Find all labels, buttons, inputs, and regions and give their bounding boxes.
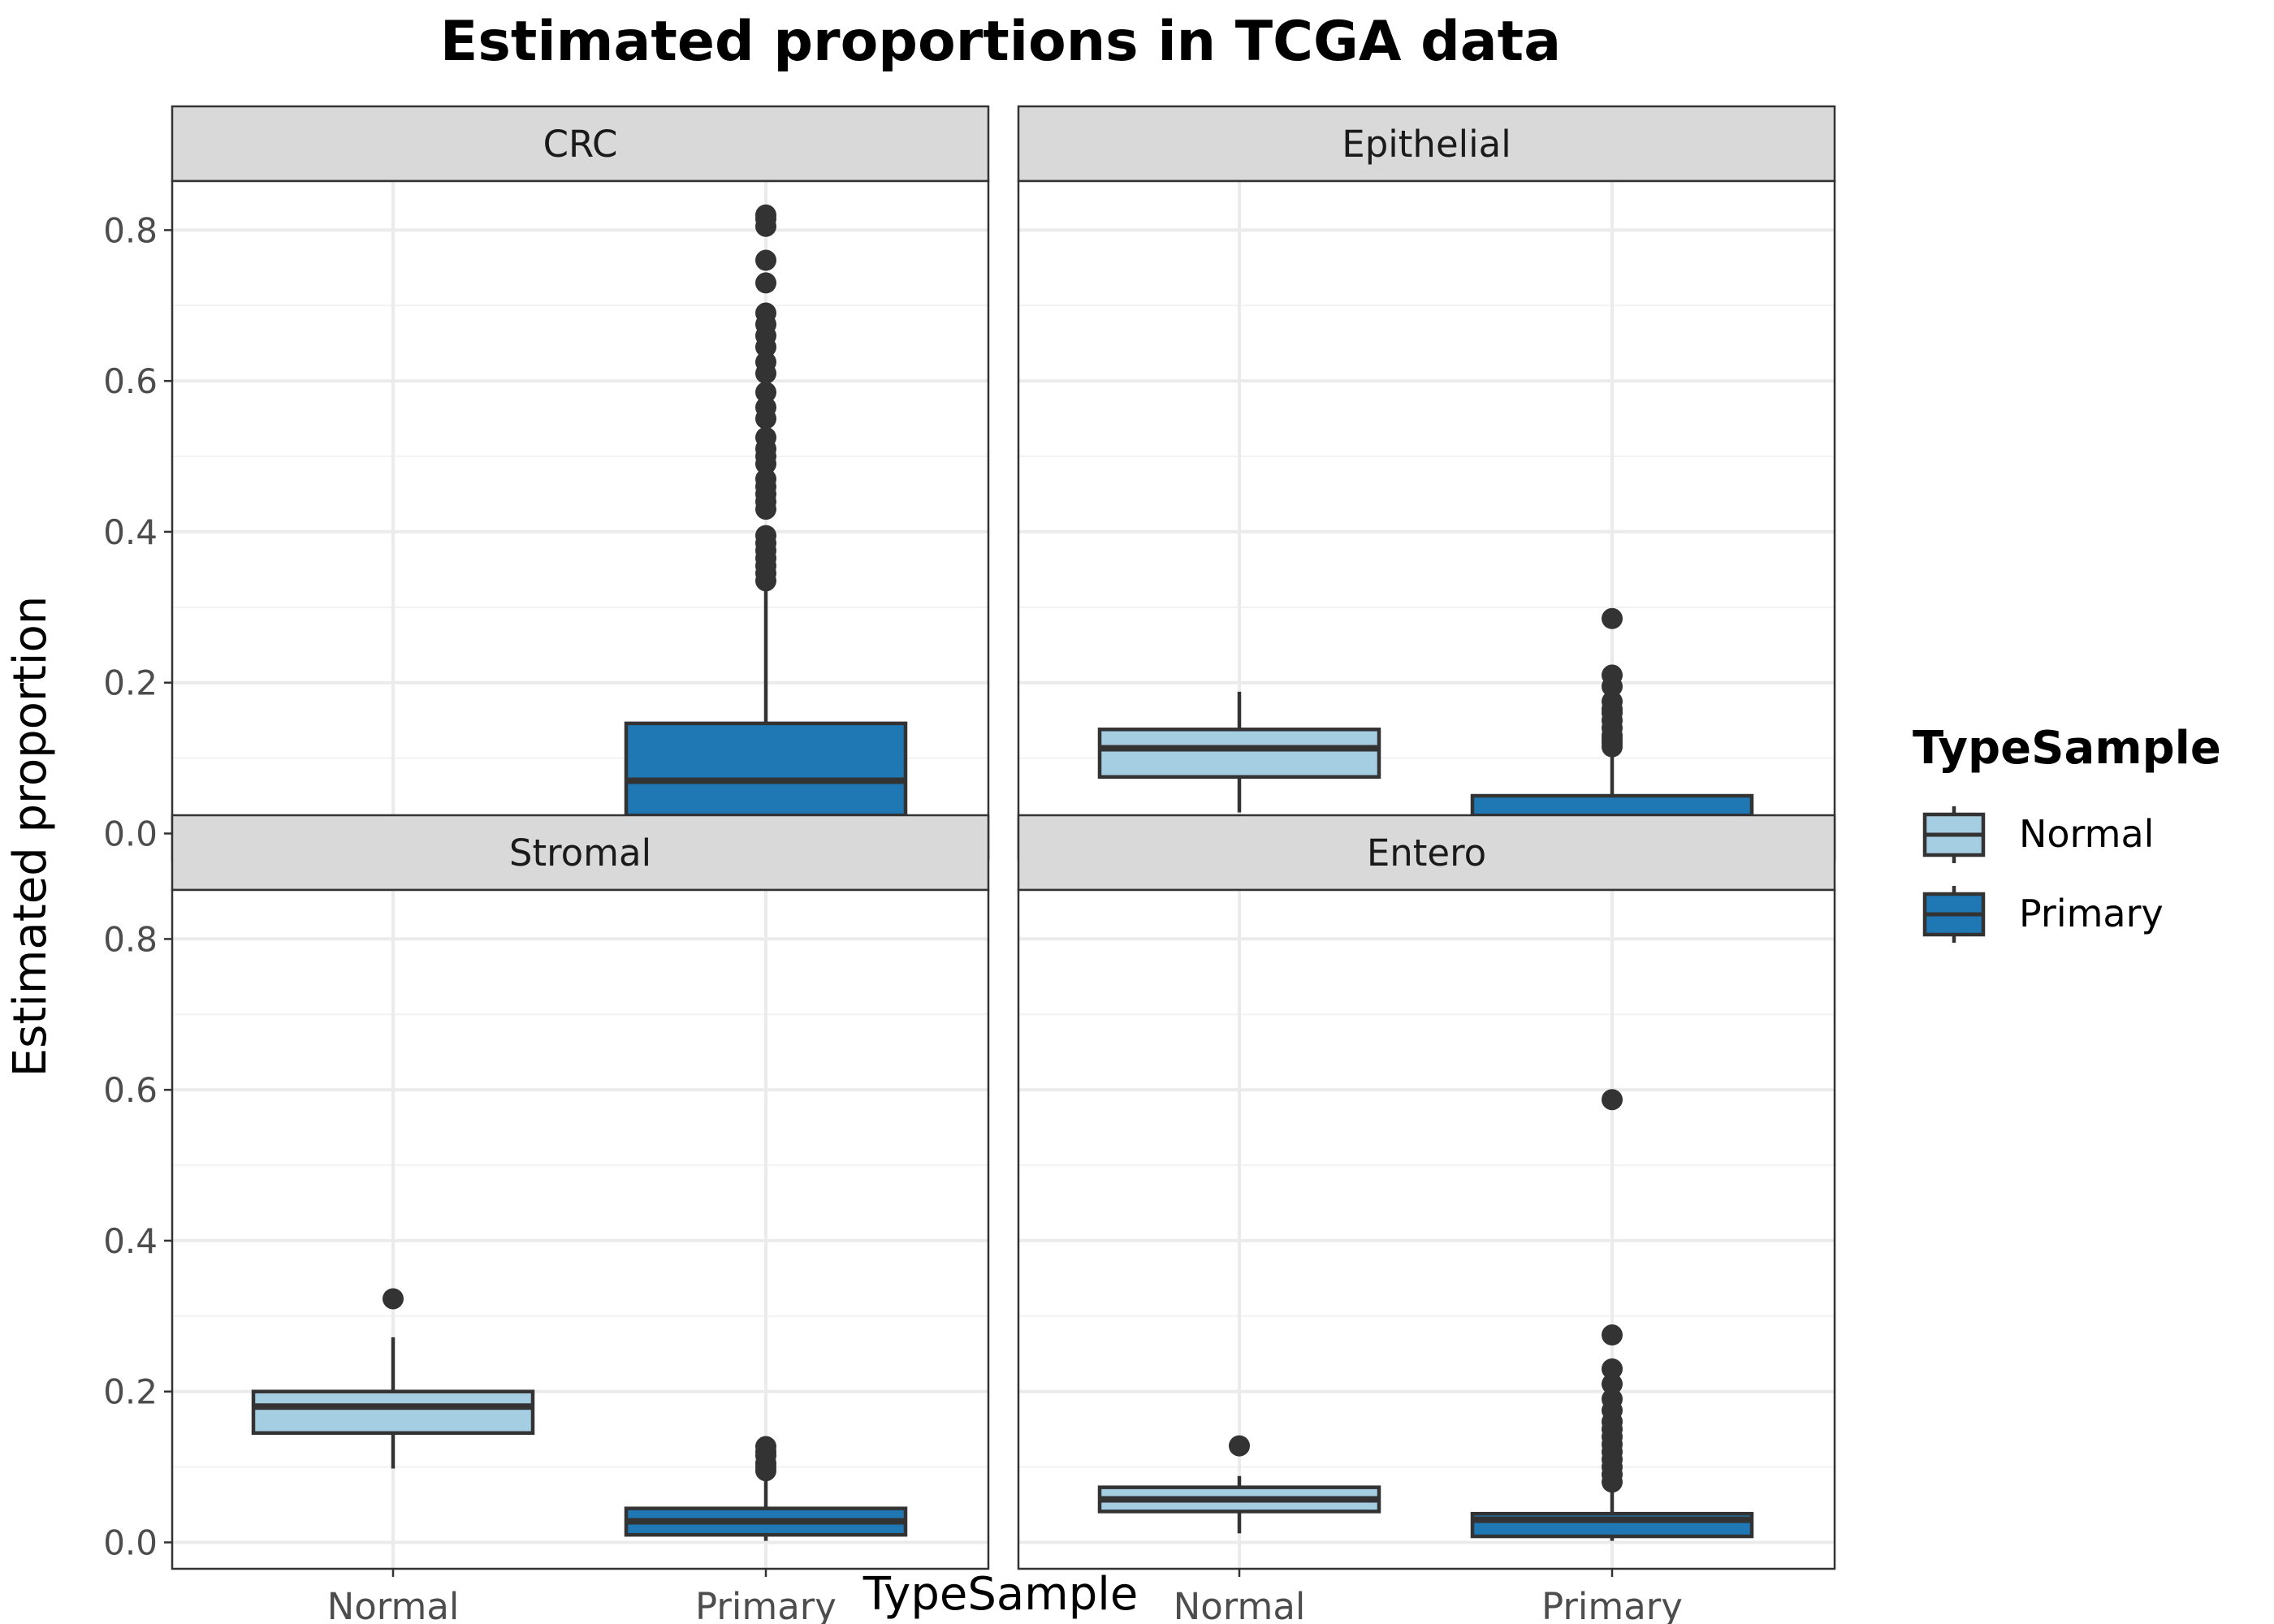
box-primary: [624, 1436, 908, 1541]
legend-title: TypeSample: [1913, 722, 2221, 775]
box-normal: [1097, 1435, 1381, 1534]
legend-entry-normal: Normal: [1922, 806, 2154, 863]
x-tick-label: Primary: [1541, 1585, 1683, 1624]
y-tick-label: 0.8: [103, 919, 158, 959]
legend-entry-primary: Primary: [1922, 886, 2164, 943]
box-primary: [1470, 1089, 1754, 1541]
x-axis-tick-labels: Normal Primary Normal Primary: [327, 1569, 1683, 1624]
facet-strip-label: Stromal: [509, 831, 651, 875]
chart-title: Estimated proportions in TCGA data: [440, 10, 1561, 74]
outlier-point: [1602, 690, 1623, 712]
panel-background: [1018, 890, 1835, 1569]
x-tick-label: Primary: [695, 1585, 837, 1624]
y-tick-label: 0.4: [103, 512, 158, 552]
outlier-point: [755, 382, 776, 404]
facet-strip: [171, 105, 990, 183]
facet-panels: CRC Epithelial Stromal Entero: [171, 105, 1836, 1570]
panel-border: [1017, 888, 1836, 1570]
panel-border: [171, 888, 990, 1570]
facet-strip: [1017, 105, 1836, 183]
facet-strip: [1017, 814, 1836, 892]
x-tick-label: Normal: [1174, 1585, 1306, 1624]
y-tick-label: 0.8: [103, 210, 158, 250]
outlier-point: [755, 302, 776, 324]
x-tick-label: Normal: [327, 1585, 460, 1624]
outlier-point: [755, 426, 776, 448]
y-tick-label: 0.0: [103, 1522, 158, 1562]
outlier-point: [755, 272, 776, 294]
facet-panel-stromal: Stromal: [171, 814, 990, 1570]
outlier-point: [1602, 1324, 1623, 1346]
facet-strip-label: Entero: [1367, 831, 1486, 875]
outlier-point: [755, 249, 776, 271]
y-tick-label: 0.0: [103, 814, 158, 853]
facet-strip-label: CRC: [543, 123, 618, 166]
legend-entries: Normal Primary: [1922, 806, 2164, 943]
y-tick-label: 0.6: [103, 361, 158, 401]
box-iqr: [624, 721, 908, 818]
legend-entry-label: Primary: [2019, 892, 2164, 935]
box-normal: [1097, 691, 1381, 813]
facet-panel-entero: Entero: [1017, 814, 1836, 1570]
outlier-point: [755, 204, 776, 226]
facet-strip: [171, 814, 990, 892]
y-tick-label: 0.2: [103, 1372, 158, 1412]
outlier-point: [1602, 1089, 1623, 1111]
legend-entry-label: Normal: [2019, 812, 2154, 856]
box-primary: [624, 204, 908, 832]
box-normal: [251, 1288, 535, 1469]
outlier-point: [1229, 1435, 1250, 1457]
facet-strip-label: Epithelial: [1342, 123, 1511, 166]
outlier-point: [755, 468, 776, 490]
outlier-point: [1602, 607, 1623, 629]
y-tick-label: 0.2: [103, 663, 158, 703]
y-axis-tick-labels: 0.0 0.2 0.4 0.6 0.8 0.0 0.2 0.4 0.6 0.8: [103, 210, 172, 1562]
outlier-point: [1602, 1389, 1623, 1410]
outlier-point: [1602, 1373, 1623, 1395]
facet-panel-crc: CRC: [171, 105, 990, 862]
outlier-point: [1602, 664, 1623, 686]
x-axis-title: TypeSample: [862, 1568, 1139, 1621]
outlier-point: [383, 1288, 404, 1310]
outlier-point: [755, 396, 776, 418]
facet-panel-epithelial: Epithelial: [1017, 105, 1836, 862]
outlier-point: [755, 1436, 776, 1458]
outlier-point: [755, 351, 776, 373]
legend: TypeSample Normal Primary: [1913, 722, 2221, 943]
outlier-point: [755, 525, 776, 546]
y-tick-label: 0.4: [103, 1221, 158, 1261]
outlier-point: [1602, 1358, 1623, 1380]
box-iqr: [1097, 728, 1381, 780]
panel-background: [172, 890, 988, 1569]
box-iqr: [251, 1389, 535, 1436]
y-axis-title: Estimated proportion: [4, 596, 57, 1077]
y-tick-label: 0.6: [103, 1070, 158, 1110]
